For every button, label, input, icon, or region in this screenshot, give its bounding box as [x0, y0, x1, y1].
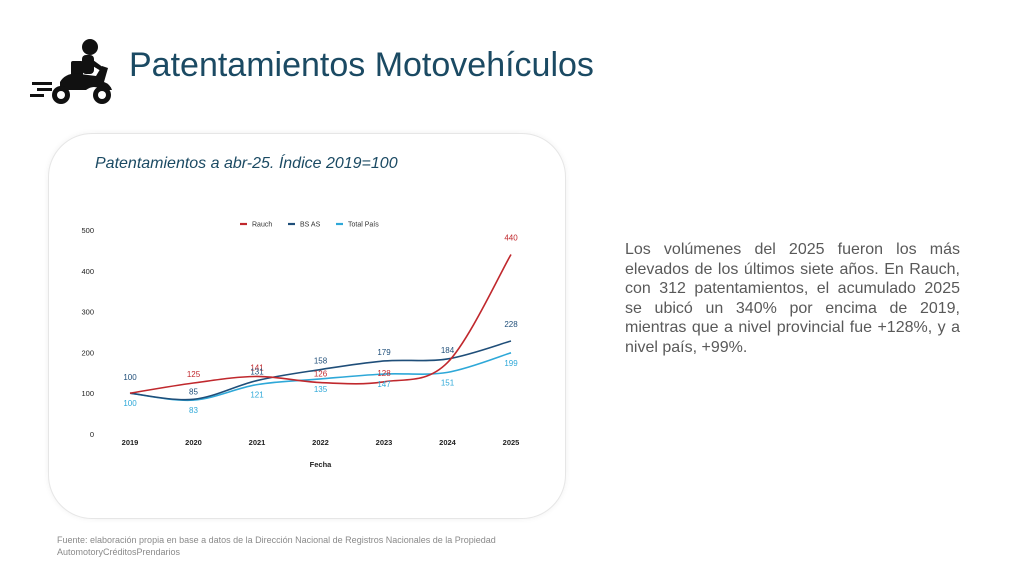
- data-label: 121: [250, 391, 264, 400]
- data-label: 100: [123, 399, 137, 408]
- x-tick-label: 2023: [376, 438, 393, 447]
- chart-title: Patentamientos a abr-25. Índice 2019=100: [95, 155, 398, 172]
- data-label: 158: [314, 357, 328, 366]
- data-label: 151: [441, 378, 455, 387]
- series-line-bs-as: [129, 340, 512, 401]
- y-tick-label: 0: [90, 430, 94, 439]
- data-label: 440: [504, 233, 518, 242]
- data-label: 135: [314, 385, 328, 394]
- patentamientos-line-chart: 0 100 200 300 400 500 2019 2020 2021 2022 2023 2024…: [81, 222, 520, 470]
- x-tick-label: 2024: [439, 438, 457, 447]
- y-tick-label: 100: [81, 389, 94, 398]
- page-title: Patentamientos Motovehículos: [129, 46, 594, 84]
- x-tick-label: 2025: [503, 438, 520, 447]
- legend-label: BS AS: [300, 222, 321, 229]
- series-line-rauch: [129, 254, 512, 394]
- x-tick-label: 2021: [249, 438, 266, 447]
- series-line-total-país: [129, 352, 512, 402]
- data-label: 141: [250, 363, 264, 372]
- data-label: 128: [377, 369, 391, 378]
- data-label: 184: [441, 346, 455, 355]
- data-label: 100: [123, 373, 137, 382]
- x-tick-label: 2022: [312, 438, 329, 447]
- legend-label: Rauch: [252, 222, 272, 229]
- data-label: 126: [314, 370, 328, 379]
- data-label: 179: [377, 348, 391, 357]
- x-tick-label: 2020: [185, 438, 202, 447]
- data-label: 85: [189, 387, 198, 396]
- data-label: 125: [187, 370, 201, 379]
- data-label: 131: [250, 368, 264, 377]
- data-label: 83: [189, 406, 198, 415]
- y-tick-label: 500: [81, 226, 94, 235]
- y-tick-label: 300: [81, 308, 94, 317]
- legend-label: Total País: [348, 222, 379, 229]
- data-label: 147: [377, 380, 391, 389]
- data-label: 199: [504, 359, 518, 368]
- data-label: 228: [504, 320, 518, 329]
- chart-card: [48, 133, 566, 519]
- description-text: Los volúmenes del 2025 fueron los más el…: [625, 241, 960, 356]
- y-tick-label: 400: [81, 267, 94, 276]
- x-axis-title: Fecha: [310, 460, 333, 469]
- motorcycle-rider-icon: [30, 39, 112, 104]
- y-tick-label: 200: [81, 348, 94, 357]
- x-tick-label: 2019: [122, 438, 139, 447]
- source-note: Fuente: elaboración propia en base a dat…: [57, 535, 496, 557]
